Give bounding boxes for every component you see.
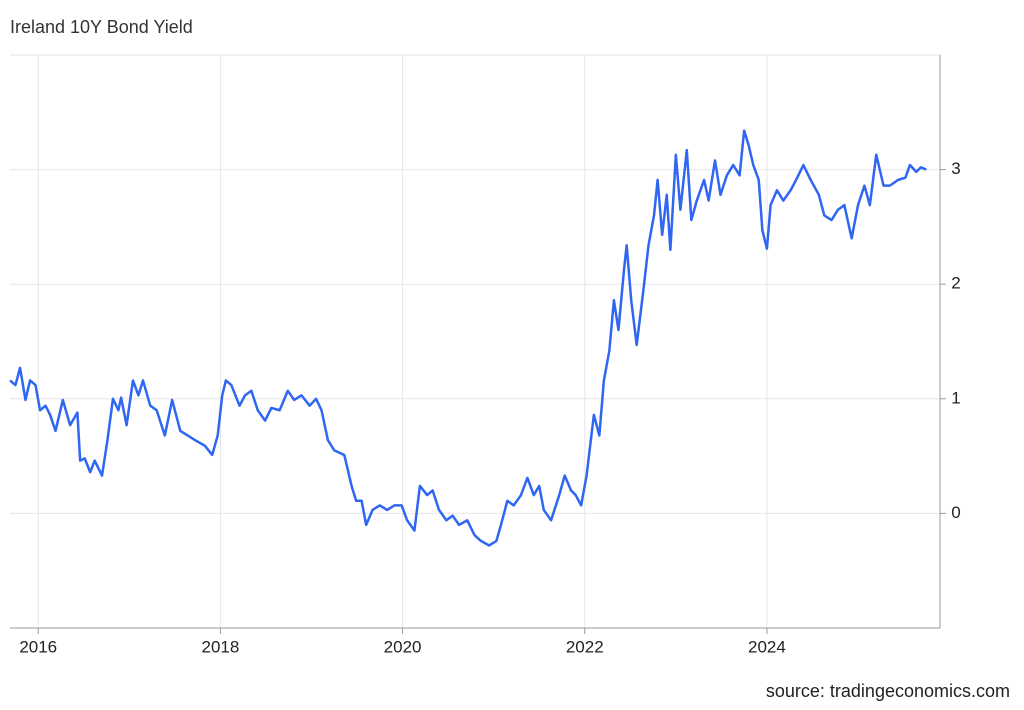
x-tick-label: 2020 xyxy=(384,637,422,656)
y-tick-label: 1 xyxy=(951,388,960,407)
y-tick-label: 3 xyxy=(951,159,960,178)
x-tick-label: 2018 xyxy=(201,637,239,656)
x-tick-label: 2022 xyxy=(566,637,604,656)
chart-title: Ireland 10Y Bond Yield xyxy=(10,17,193,37)
data-line xyxy=(9,129,927,547)
y-tick-label: 0 xyxy=(951,503,960,522)
y-tick-label: 2 xyxy=(951,274,960,293)
x-tick-label: 2016 xyxy=(19,637,57,656)
source-note: source: tradingeconomics.com xyxy=(766,681,1010,701)
x-tick-label: 2024 xyxy=(748,637,786,656)
